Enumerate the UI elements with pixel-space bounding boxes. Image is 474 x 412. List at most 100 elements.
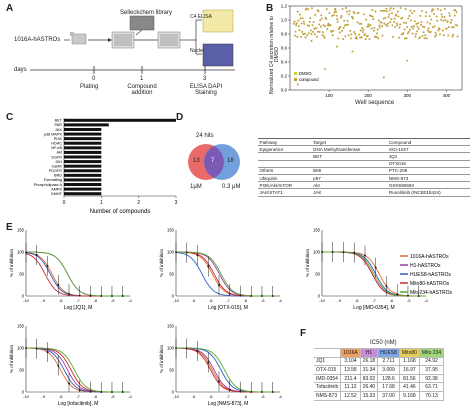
hits-cell: p97 bbox=[311, 174, 388, 183]
b-point bbox=[406, 32, 409, 35]
b-point bbox=[364, 38, 367, 41]
b-point bbox=[300, 22, 303, 25]
b-point bbox=[448, 14, 451, 17]
b-point bbox=[315, 27, 318, 30]
ic50-value: 24.92 bbox=[418, 356, 445, 367]
c-bar bbox=[64, 187, 102, 191]
b-point bbox=[405, 22, 408, 25]
e-ytick: 50 bbox=[315, 272, 320, 277]
b-point bbox=[318, 23, 321, 26]
c-category-label: DNMT bbox=[51, 192, 63, 196]
c-bar bbox=[64, 173, 102, 177]
b-point bbox=[410, 25, 413, 28]
ic50-value: 83.02 bbox=[359, 373, 379, 384]
e-ylabel: % of inhibition bbox=[9, 345, 14, 374]
e-ytick: 100 bbox=[17, 346, 25, 351]
b-point bbox=[301, 30, 304, 33]
b-point bbox=[388, 9, 391, 12]
c-xtick: 2 bbox=[137, 200, 140, 206]
b-point bbox=[343, 24, 346, 27]
dapi-image bbox=[202, 43, 234, 67]
b-point bbox=[378, 26, 381, 29]
e-xtick: -9 bbox=[338, 298, 342, 303]
b-point bbox=[441, 15, 444, 18]
b-point bbox=[381, 34, 384, 37]
b-point bbox=[371, 15, 374, 18]
b-point bbox=[442, 19, 445, 22]
ic50-value: 26.18 bbox=[359, 356, 379, 367]
b-point bbox=[357, 11, 360, 14]
b-point bbox=[366, 25, 369, 28]
ic50-value: 31.34 bbox=[359, 365, 379, 375]
elisa-image bbox=[202, 9, 234, 33]
c-category-label: AMPK bbox=[51, 187, 62, 191]
e-xtick: -6 bbox=[390, 298, 394, 303]
b-point bbox=[295, 24, 298, 27]
c-category-label: Akt bbox=[57, 151, 63, 155]
hits-cell: NMS-873 bbox=[387, 174, 470, 183]
e-xlabel: Log [IMD-0354], M bbox=[353, 305, 394, 311]
b-point bbox=[360, 36, 363, 39]
b-point bbox=[383, 9, 386, 12]
b-point bbox=[397, 36, 400, 39]
e-point bbox=[217, 284, 220, 287]
b-point bbox=[382, 17, 385, 20]
e-xtick: -4 bbox=[128, 298, 132, 303]
c-category-label: Formatting bbox=[44, 178, 62, 182]
b-point bbox=[329, 24, 332, 27]
e-xtick: -5 bbox=[261, 298, 265, 303]
b-point bbox=[307, 8, 310, 11]
c-category-label: PAR bbox=[54, 123, 62, 127]
b-point bbox=[429, 22, 432, 25]
b-point bbox=[309, 17, 312, 20]
e-xtick: -7 bbox=[226, 394, 230, 399]
e-xtick: -9 bbox=[42, 298, 46, 303]
hits-cell: PI3K/Akt/mTOR bbox=[258, 181, 312, 190]
b-point bbox=[410, 19, 413, 22]
b-point bbox=[349, 37, 352, 40]
b-point bbox=[374, 10, 377, 13]
b-point bbox=[313, 27, 316, 30]
b-point bbox=[337, 37, 340, 40]
b-point bbox=[305, 7, 308, 10]
b-point bbox=[397, 15, 400, 18]
e-point bbox=[217, 380, 220, 383]
ic50-value: 37.95 bbox=[418, 365, 445, 375]
e-curve bbox=[175, 347, 280, 393]
b-point bbox=[295, 22, 298, 25]
ic50-value: 16.97 bbox=[398, 365, 420, 375]
b-point bbox=[365, 18, 368, 21]
ic50-value: 41.46 bbox=[398, 382, 420, 392]
b-point bbox=[364, 33, 367, 36]
c-category-label: CaMK bbox=[51, 164, 62, 168]
e-point bbox=[35, 347, 38, 350]
b-point bbox=[342, 26, 345, 29]
e-ytick: 50 bbox=[19, 368, 24, 373]
b-point bbox=[294, 30, 297, 33]
panel-a-schematic bbox=[30, 9, 235, 74]
e-point bbox=[353, 251, 356, 254]
tick-day3: 3 bbox=[203, 76, 207, 82]
b-point bbox=[414, 35, 417, 38]
b-point bbox=[338, 31, 341, 34]
b-legend-dmso: DMSO bbox=[299, 71, 312, 76]
b-point bbox=[340, 15, 343, 18]
e-ytick: 100 bbox=[17, 250, 25, 255]
b-point bbox=[378, 24, 381, 27]
e-point bbox=[57, 364, 60, 367]
b-point bbox=[385, 10, 388, 13]
b-point bbox=[393, 17, 396, 20]
e-point bbox=[67, 292, 70, 295]
b-point bbox=[428, 15, 431, 18]
ic50-row-name: NMS-873 bbox=[314, 390, 342, 401]
e-curve bbox=[176, 347, 280, 393]
b-point bbox=[407, 30, 410, 33]
b-point bbox=[345, 10, 348, 13]
e-point bbox=[110, 390, 113, 393]
b-point bbox=[345, 23, 348, 26]
b-point bbox=[293, 20, 296, 23]
b-point bbox=[344, 35, 347, 38]
ic50-title: IC50 (nM) bbox=[370, 340, 397, 346]
b-point bbox=[331, 14, 334, 17]
venn-right-count: 18 bbox=[227, 158, 234, 164]
